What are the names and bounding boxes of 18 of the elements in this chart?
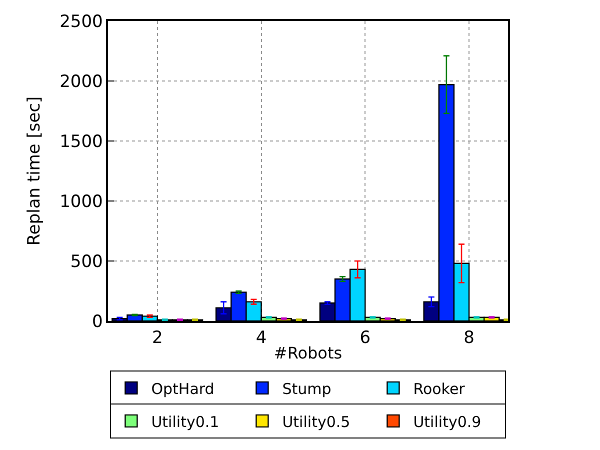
legend-label: Stump [282, 380, 332, 398]
y-tick-label: 0 [92, 312, 103, 332]
y-tick-label: 1000 [60, 192, 103, 212]
x-tick-label: 8 [464, 328, 474, 348]
y-tick-label: 2500 [60, 12, 103, 32]
legend-label: Utility0.9 [413, 412, 482, 431]
y-axis-title: Replan time [sec] [24, 96, 45, 246]
y-tick-label: 500 [70, 252, 103, 272]
x-tick-label: 6 [360, 328, 371, 348]
x-tick-label: 4 [256, 328, 267, 348]
legend-label: Utility0.1 [151, 412, 220, 431]
legend-label: Utility0.5 [282, 412, 350, 431]
x-tick-label: 2 [152, 328, 163, 348]
legend-label: Rooker [413, 380, 466, 398]
legend-label: OptHard [151, 380, 214, 398]
y-tick-label: 2000 [60, 72, 103, 92]
y-tick-label: 1500 [60, 132, 103, 152]
x-axis-title: #Robots [274, 343, 342, 362]
